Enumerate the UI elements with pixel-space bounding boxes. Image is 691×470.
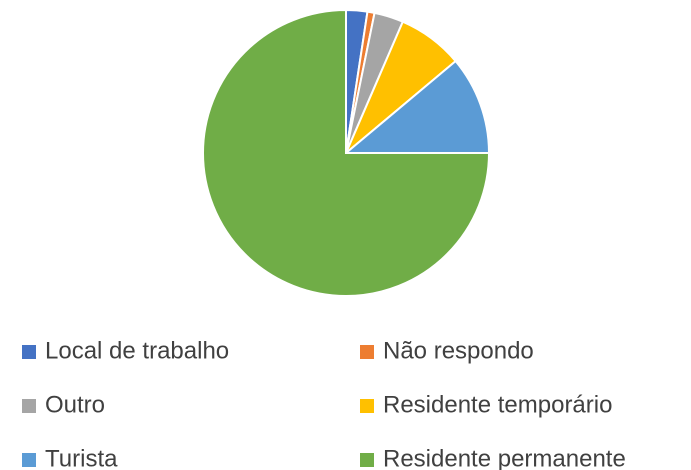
legend-swatch — [360, 345, 374, 359]
pie-slice — [202, 8, 491, 297]
legend-swatch — [22, 453, 36, 467]
legend-label: Outro — [45, 391, 105, 418]
pie-slice — [343, 59, 491, 154]
legend-swatch — [22, 399, 36, 413]
legend-label: Residente temporário — [383, 391, 612, 418]
legend-swatch — [360, 399, 374, 413]
legend-swatch — [360, 453, 374, 467]
legend-label: Não respondo — [383, 337, 534, 364]
legend-label: Residente permanente — [383, 445, 626, 470]
legend-label: Local de trabalho — [45, 337, 229, 364]
legend-label: Turista — [45, 445, 118, 470]
legend-swatch — [22, 345, 36, 359]
